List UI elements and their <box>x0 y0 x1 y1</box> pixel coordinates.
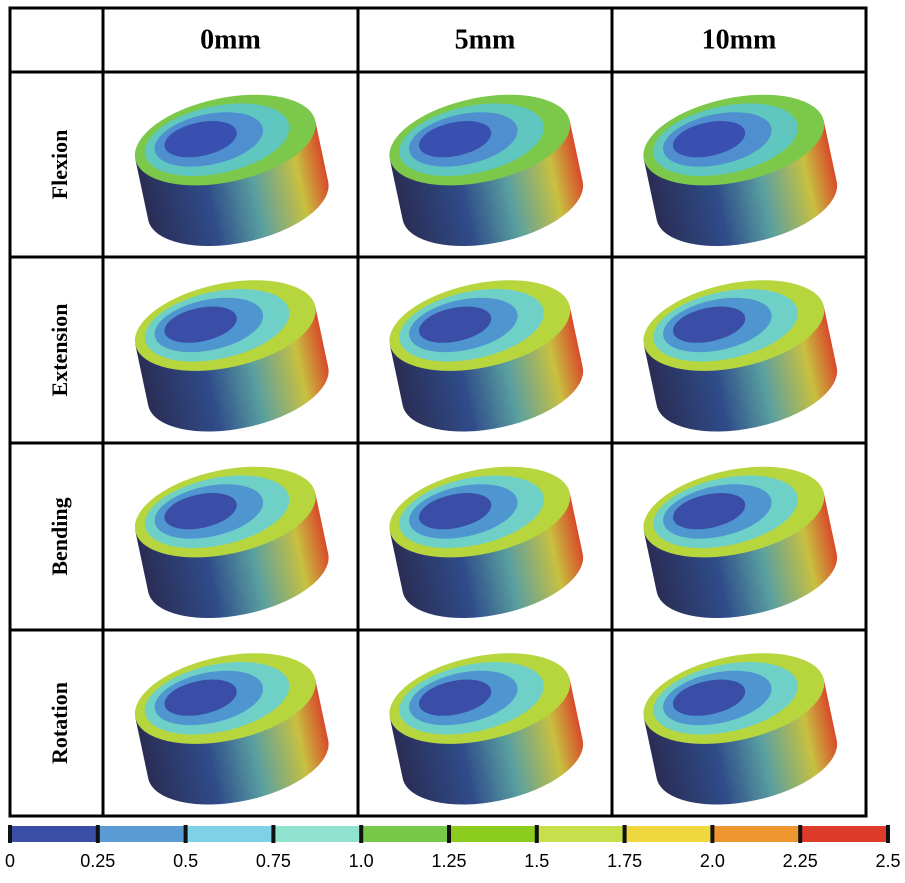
colorbar-tick-label: 1.25 <box>431 851 466 871</box>
colorbar-tick-label: 2.25 <box>783 851 818 871</box>
model-image <box>127 80 337 261</box>
colorbar-tick <box>886 825 890 843</box>
model-image <box>127 452 337 633</box>
colorbar-tick-label: 0.75 <box>256 851 291 871</box>
model-image <box>127 638 337 819</box>
row-label: Flexion <box>47 130 72 200</box>
colorbar-segment <box>10 826 98 842</box>
colorbar-segment <box>273 826 361 842</box>
colorbar-tick <box>271 825 275 843</box>
column-header: 5mm <box>455 24 516 55</box>
row-label: Bending <box>47 497 72 575</box>
colorbar-tick-label: 1.75 <box>607 851 642 871</box>
row-label: Rotation <box>47 682 72 764</box>
colorbar-segment <box>537 826 625 842</box>
colorbar-tick <box>623 825 627 843</box>
colorbar-tick-label: 2.5 <box>875 851 900 871</box>
colorbar-tick-label: 0 <box>5 851 15 871</box>
model-image <box>127 265 337 446</box>
colorbar-segment <box>625 826 713 842</box>
model-image <box>381 638 591 819</box>
colorbar-tick-label: 0.5 <box>173 851 198 871</box>
colorbar-tick <box>447 825 451 843</box>
column-header: 0mm <box>200 24 261 55</box>
colorbar-tick <box>359 825 363 843</box>
colorbar-segment <box>98 826 186 842</box>
model-image <box>635 452 845 633</box>
colorbar-tick-label: 1.5 <box>524 851 549 871</box>
colorbar-tick <box>798 825 802 843</box>
row-label: Extension <box>47 304 72 397</box>
colorbar-segment <box>449 826 537 842</box>
figure: 0mm 5mm 10mm Flexion Extension Bending Rotatio… <box>0 0 905 878</box>
colorbar-tick <box>96 825 100 843</box>
model-image <box>381 265 591 446</box>
model-image <box>381 80 591 261</box>
colorbar-tick <box>535 825 539 843</box>
colorbar-segment <box>800 826 888 842</box>
colorbar-tick-label: 1.0 <box>349 851 374 871</box>
colorbar-tick <box>8 825 12 843</box>
colorbar-segment <box>186 826 274 842</box>
column-header: 10mm <box>702 24 777 55</box>
model-image <box>635 265 845 446</box>
model-image <box>635 80 845 261</box>
colorbar-tick <box>184 825 188 843</box>
colorbar-tick-label: 2.0 <box>700 851 725 871</box>
colorbar-segment <box>361 826 449 842</box>
colorbar-segment <box>712 826 800 842</box>
model-image <box>381 452 591 633</box>
colorbar-tick-label: 0.25 <box>80 851 115 871</box>
model-image <box>635 638 845 819</box>
colorbar-tick <box>710 825 714 843</box>
